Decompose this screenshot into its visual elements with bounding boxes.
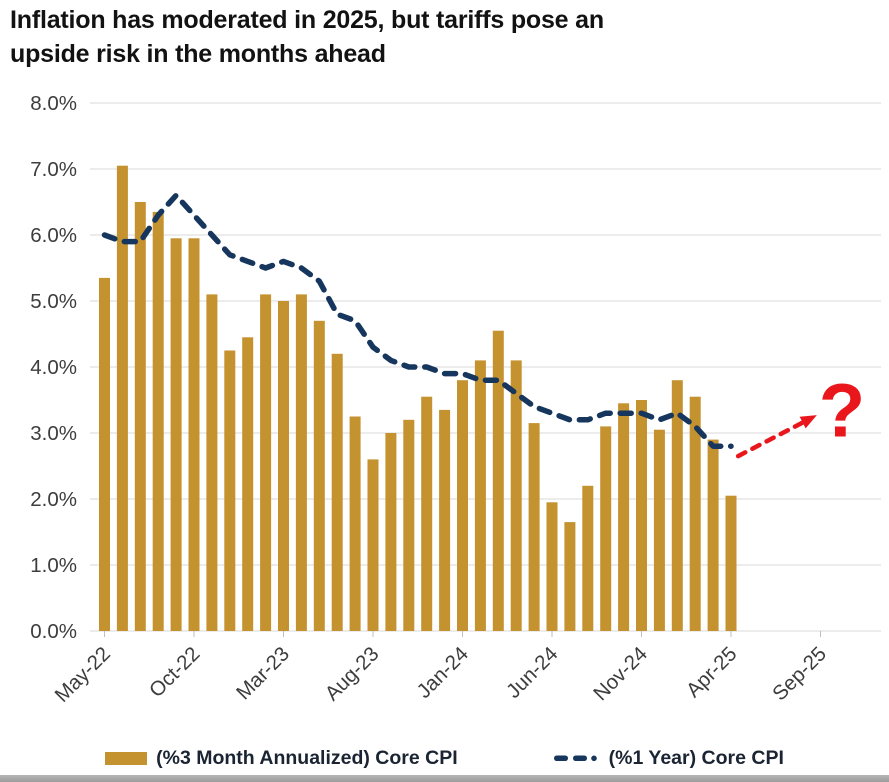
chart-title-line1: Inflation has moderated in 2025, but tar…: [10, 6, 604, 34]
svg-text:Oct-22: Oct-22: [145, 642, 205, 702]
chart-title: Inflation has moderated in 2025, but tar…: [10, 3, 690, 71]
svg-text:3.0%: 3.0%: [30, 422, 77, 445]
svg-text:5.0%: 5.0%: [30, 290, 77, 313]
chart-legend: (%3 Month Annualized) Core CPI (%1 Year)…: [0, 743, 889, 773]
svg-text:7.0%: 7.0%: [30, 158, 77, 181]
svg-text:Jan-24: Jan-24: [412, 642, 473, 703]
svg-text:Aug-23: Aug-23: [321, 642, 384, 705]
svg-text:Mar-23: Mar-23: [232, 642, 294, 704]
legend-item-1yr-core-cpi: (%1 Year) Core CPI: [553, 746, 784, 770]
bottom-window-edge: [0, 775, 889, 782]
svg-text:May-22: May-22: [50, 642, 115, 707]
svg-text:Sep-25: Sep-25: [768, 642, 831, 705]
svg-text:1.0%: 1.0%: [30, 554, 77, 577]
svg-text:2.0%: 2.0%: [30, 488, 77, 511]
svg-text:0.0%: 0.0%: [30, 620, 77, 643]
legend-label-1yr-core-cpi: (%1 Year) Core CPI: [608, 746, 784, 769]
svg-text:4.0%: 4.0%: [30, 356, 77, 379]
inflation-chart: 0.0% 1.0% 2.0% 3.0% 4.0% 5.0% 6.0% 7.0% 8.0% May-…: [30, 92, 881, 707]
legend-item-3mo-core-cpi: (%3 Month Annualized) Core CPI: [105, 747, 458, 770]
svg-text:Jun-24: Jun-24: [502, 642, 563, 703]
svg-text:Nov-24: Nov-24: [589, 642, 652, 705]
svg-text:6.0%: 6.0%: [30, 224, 77, 247]
chart-title-line2: upside risk in the months ahead: [10, 40, 386, 68]
dashed-line-swatch: [553, 755, 597, 761]
svg-text:8.0%: 8.0%: [30, 92, 77, 115]
bar-series-swatch: [105, 751, 148, 765]
svg-text:Apr-25: Apr-25: [682, 642, 742, 702]
legend-label-3mo-core-cpi: (%3 Month Annualized) Core CPI: [156, 746, 458, 769]
svg-text:?: ?: [819, 368, 865, 453]
